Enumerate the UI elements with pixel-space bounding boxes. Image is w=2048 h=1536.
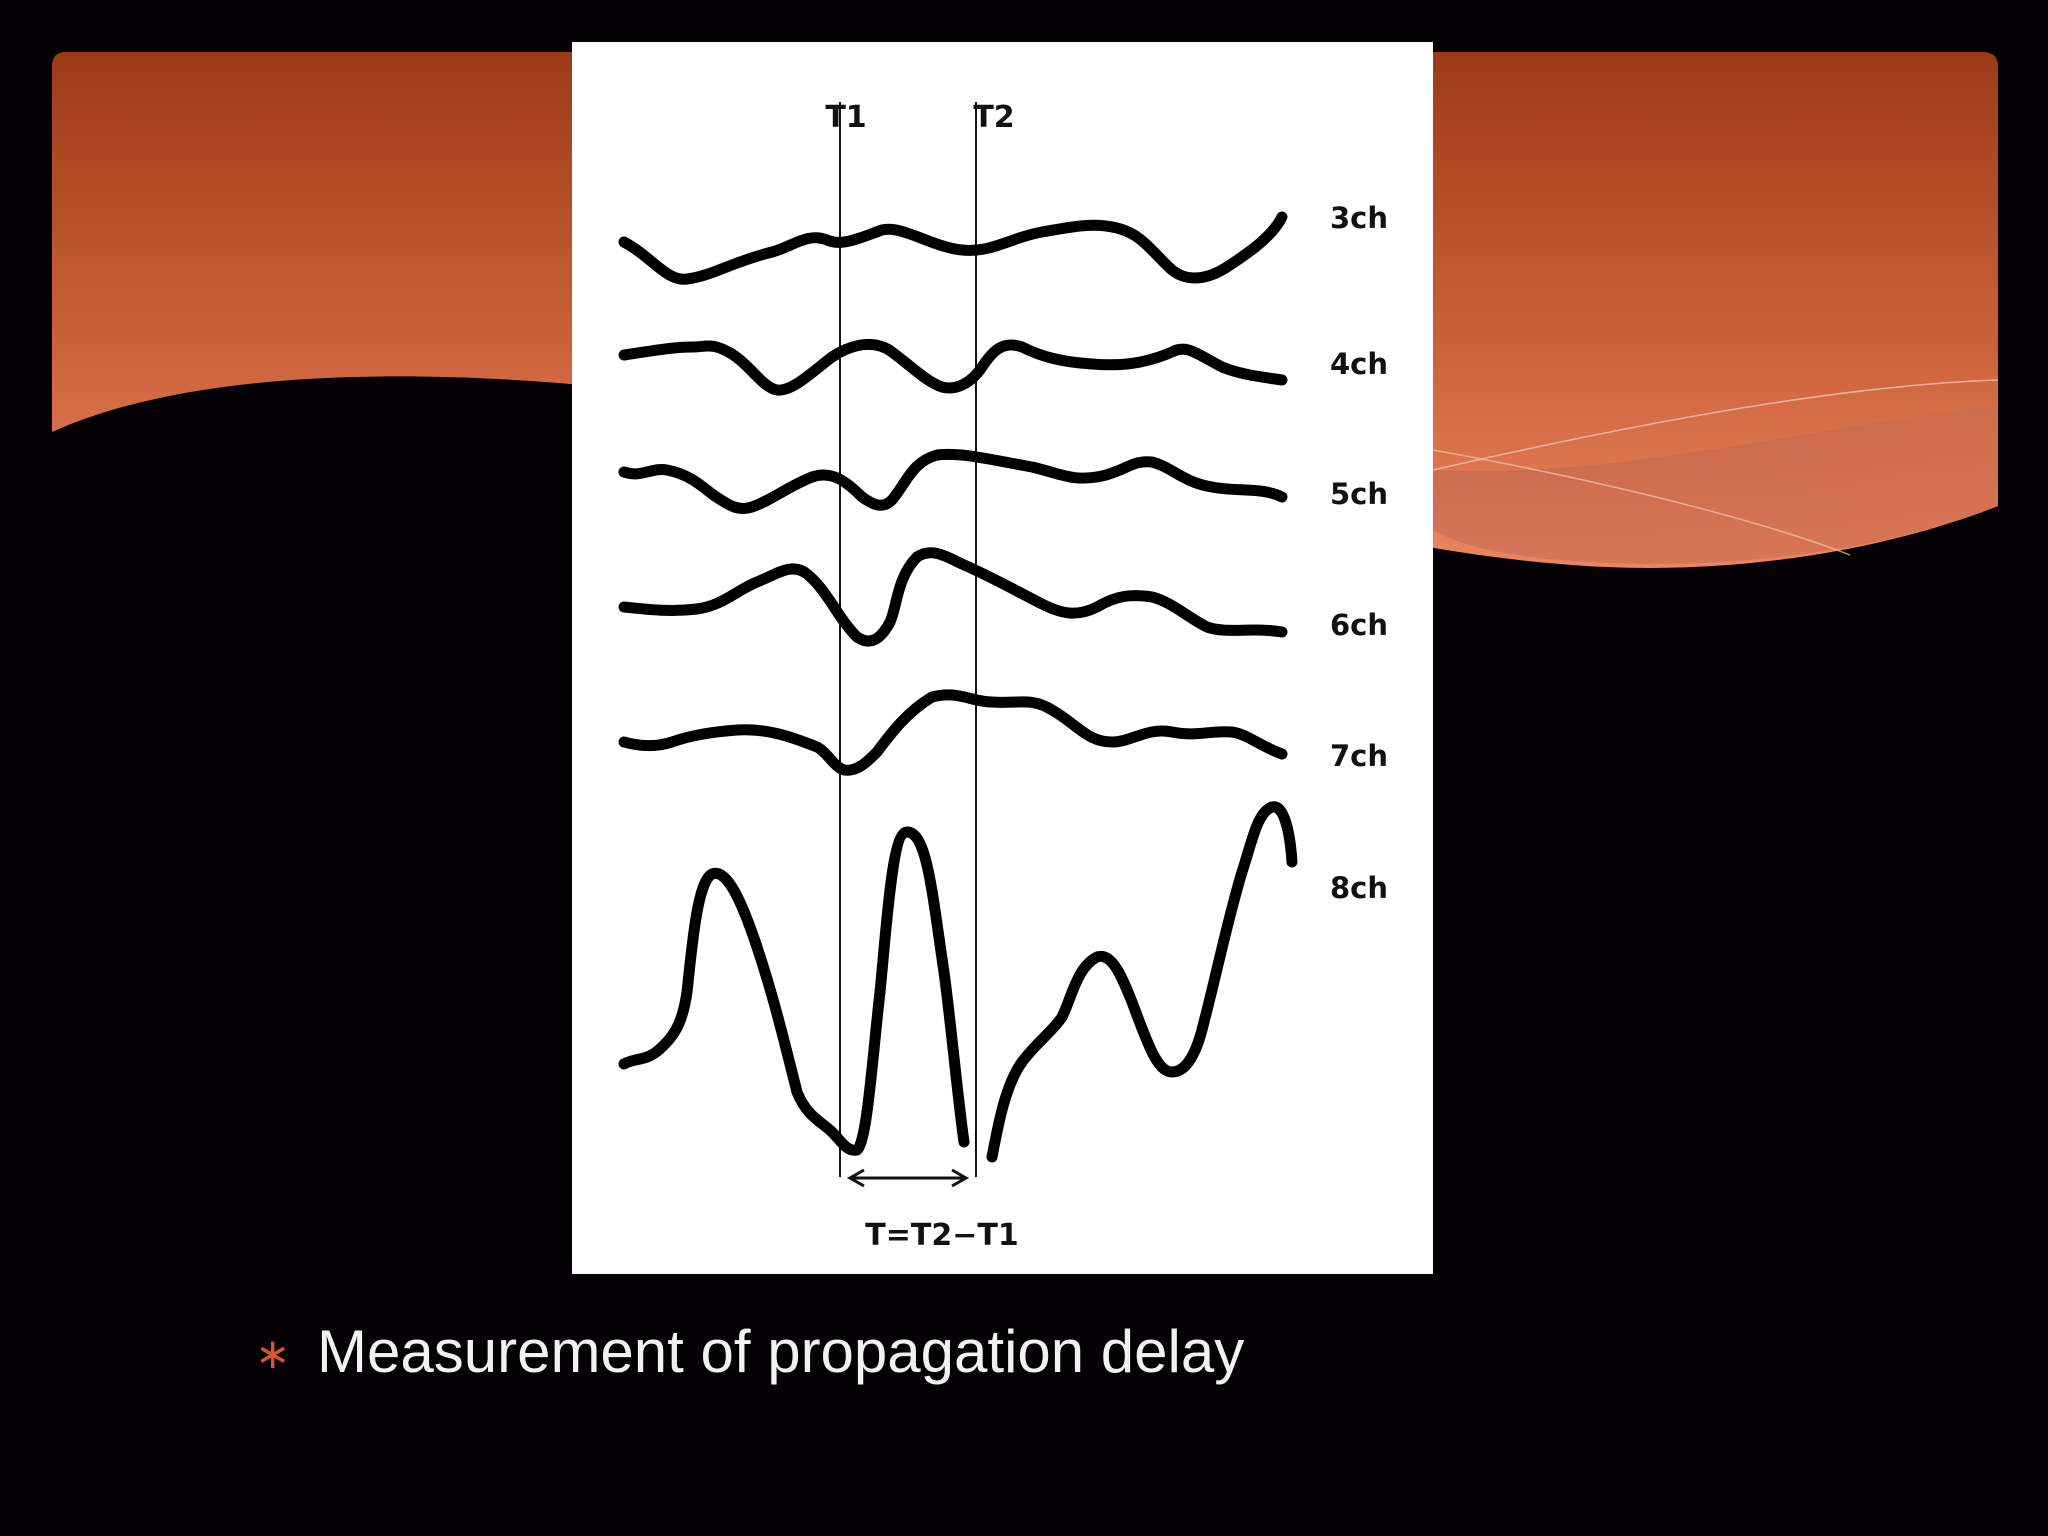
trace-8ch [618,826,970,1156]
t2-label: T2 [973,100,1014,135]
t1-label: T1 [825,100,866,135]
delay-arrow [846,1168,970,1188]
bullet-text: Measurement of propagation delay [317,1318,1245,1385]
trace-8ch-continued [986,801,1298,1163]
banner-swoosh-line-1 [1432,379,1999,471]
bullet-asterisk-icon: ∗ [255,1329,291,1378]
trace-7ch [618,689,1288,776]
propagation-delay-figure: T1 T2 3ch 4ch 5ch 6ch 7ch [572,42,1433,1274]
channel-label-5ch: 5ch [1330,477,1388,511]
trace-6ch [618,547,1288,647]
channel-label-8ch: 8ch [1330,871,1388,905]
trace-5ch [618,448,1288,514]
banner-wave-overlay [1433,405,1998,564]
channel-label-3ch: 3ch [1330,201,1388,235]
delay-formula: T=T2−T1 [865,1218,1018,1253]
channel-label-7ch: 7ch [1330,739,1388,773]
trace-3ch [618,211,1288,285]
channel-label-4ch: 4ch [1330,347,1388,381]
banner-swoosh-line-2 [1432,449,1851,556]
bullet-item: ∗ Measurement of propagation delay [255,1312,1244,1392]
trace-4ch [618,338,1288,396]
channel-label-6ch: 6ch [1330,608,1388,642]
